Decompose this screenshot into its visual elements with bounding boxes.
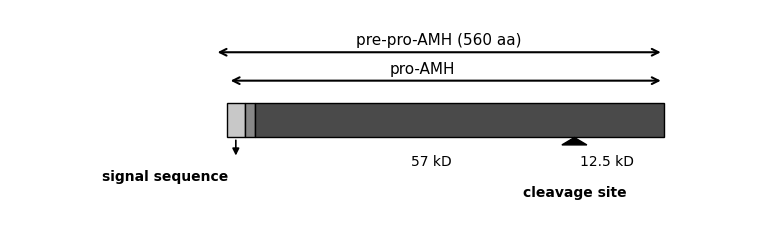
Text: cleavage site: cleavage site <box>522 186 626 200</box>
Bar <box>245 103 255 138</box>
Bar <box>227 103 245 138</box>
Text: 57 kD: 57 kD <box>411 155 452 169</box>
Text: pro-AMH: pro-AMH <box>389 62 455 77</box>
Polygon shape <box>562 138 587 145</box>
Text: signal sequence: signal sequence <box>102 170 228 184</box>
Bar <box>255 103 663 138</box>
Text: 12.5 kD: 12.5 kD <box>581 155 634 169</box>
Text: pre-pro-AMH (560 aa): pre-pro-AMH (560 aa) <box>357 32 522 47</box>
